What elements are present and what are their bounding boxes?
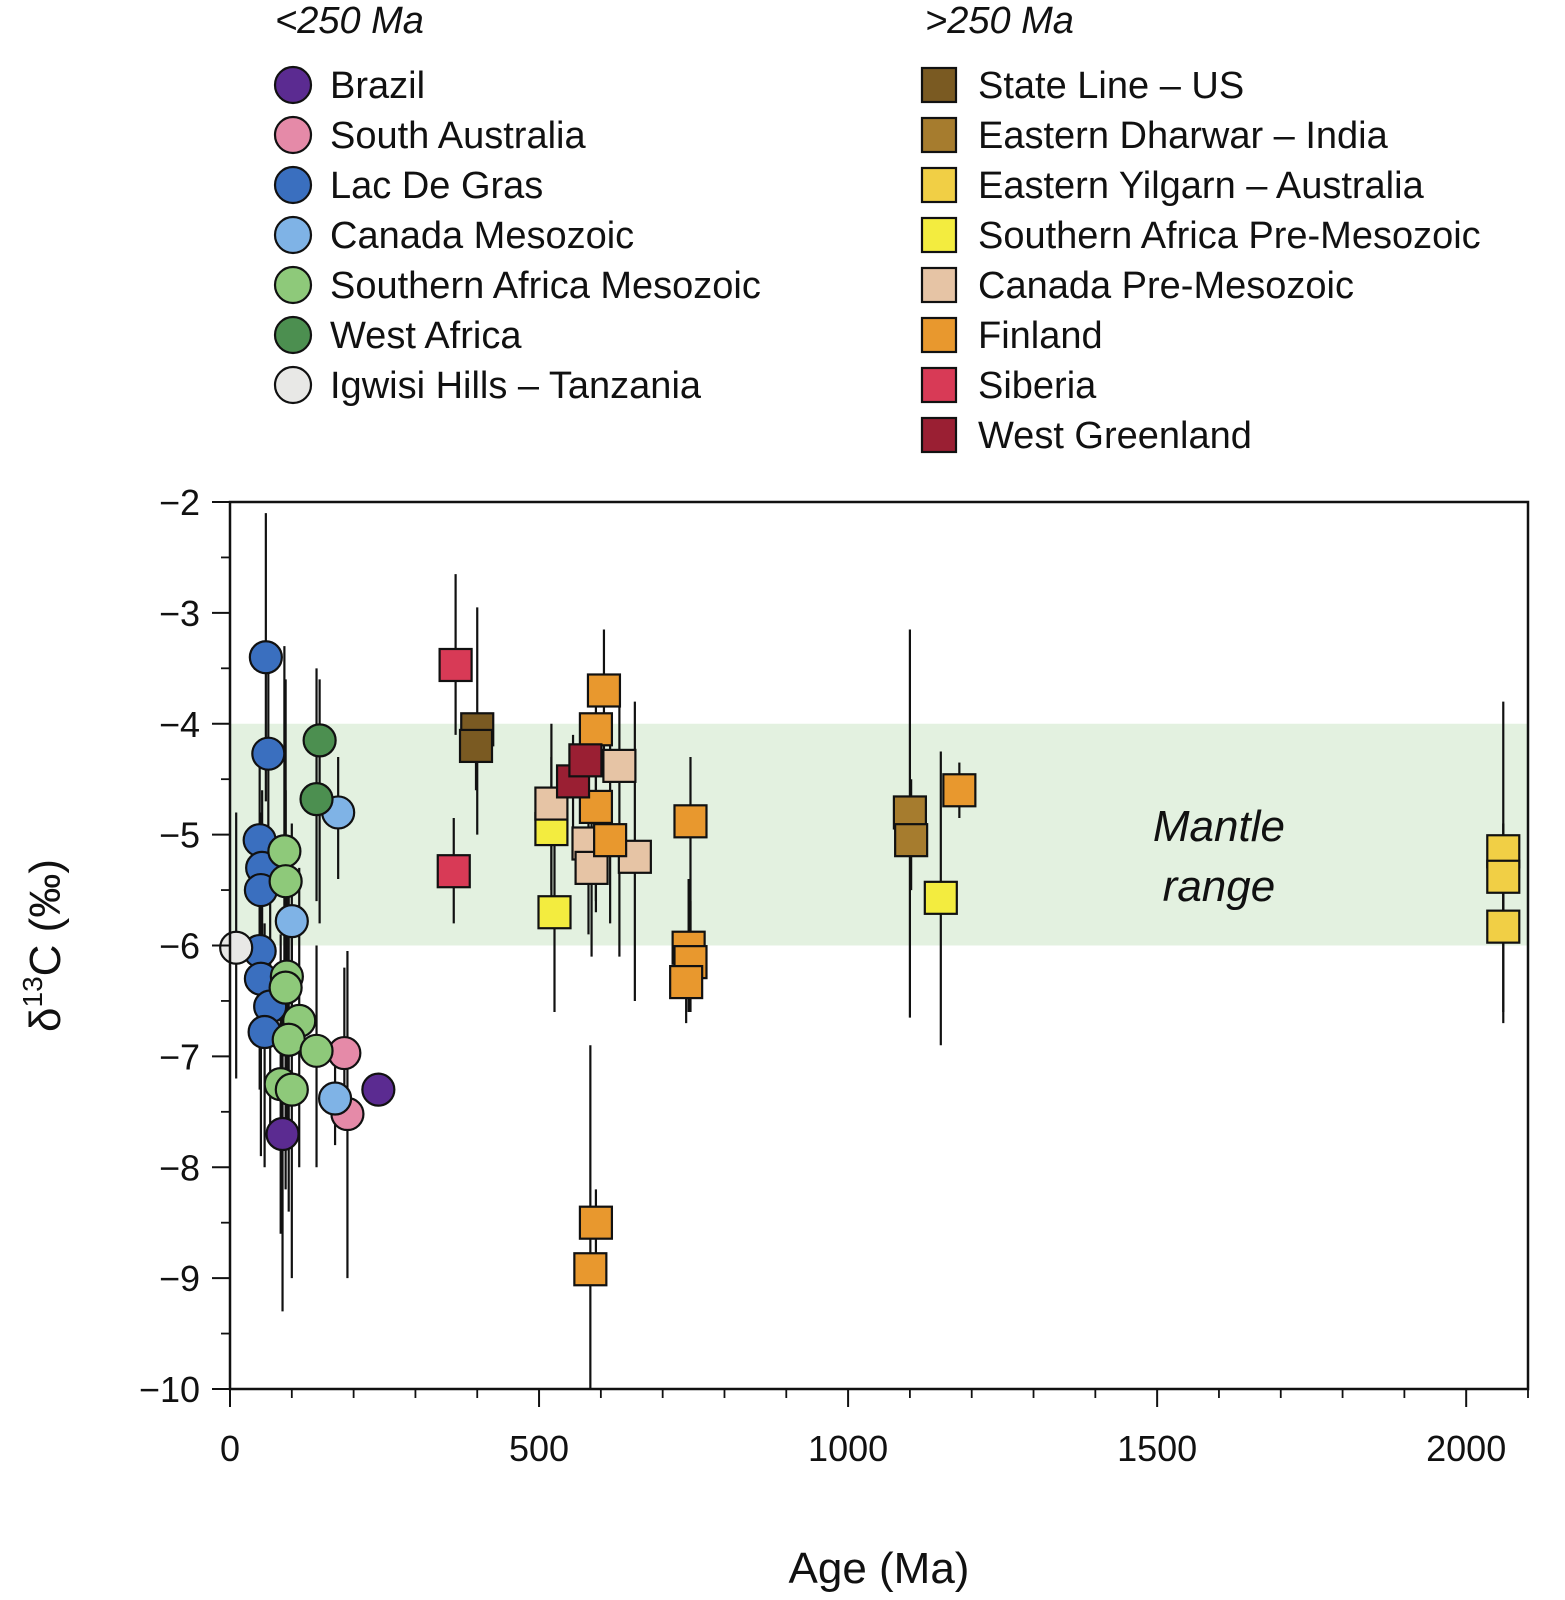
point-eastern-yilgarn-australia <box>1486 909 1521 944</box>
y-axis-label: δ13C (‰) <box>17 859 70 1032</box>
legend-marker-south-australia <box>273 115 313 155</box>
y-axis-label-rest: C (‰) <box>21 859 70 976</box>
data-markers <box>219 640 1521 1287</box>
legend-label-igwisi-hills-tanzania: Igwisi Hills – Tanzania <box>330 365 702 407</box>
x-axis-ticks: 0 500 1000 1500 2000 <box>220 1389 1529 1469</box>
legend-label-southern-africa-mesozoic: Southern Africa Mesozoic <box>330 265 761 307</box>
y-tick-label: −8 <box>159 1147 200 1188</box>
point-finland <box>669 964 704 1000</box>
point-finland <box>593 823 628 858</box>
legend-marker-igwisi-hills-tanzania <box>273 365 313 405</box>
legend-marker-eastern-dharwar-india <box>920 116 958 154</box>
mantle-label-line2: range <box>1163 862 1276 911</box>
point-eastern-dharwar-india <box>894 823 929 858</box>
point-southern-africa-mesozoic <box>268 970 303 1005</box>
legend: <250 Ma >250 Ma Brazil South Australia Lac… <box>273 0 1481 457</box>
point-brazil <box>361 1072 396 1107</box>
legend-items: Brazil South Australia Lac De Gras Canada M… <box>273 65 1481 457</box>
point-west-africa <box>299 782 334 817</box>
x-tick-label: 2000 <box>1426 1428 1506 1469</box>
legend-label-siberia: Siberia <box>978 365 1097 407</box>
point-southern-africa-mesozoic <box>274 1072 309 1107</box>
legend-marker-canada-pre-mesozoic <box>920 266 958 304</box>
point-southern-africa-pre-mesozoic <box>537 895 572 930</box>
legend-label-eastern-yilgarn-australia: Eastern Yilgarn – Australia <box>978 165 1425 207</box>
point-finland <box>578 1205 614 1240</box>
legend-marker-eastern-yilgarn-australia <box>920 166 958 204</box>
y-axis-label-superscript: 13 <box>17 976 48 1007</box>
y-tick-label: −6 <box>159 926 200 967</box>
point-igwisi-hills-tanzania <box>219 930 254 965</box>
point-siberia <box>438 647 473 683</box>
legend-marker-lac-de-gras <box>273 165 313 205</box>
point-finland <box>673 804 708 839</box>
point-west-greenland <box>568 743 603 778</box>
legend-marker-finland <box>920 316 958 354</box>
legend-marker-southern-africa-pre-mesozoic <box>920 216 958 254</box>
point-lac-de-gras <box>251 736 286 771</box>
error-bars <box>235 513 1505 1389</box>
legend-label-south-australia: South Australia <box>330 115 586 157</box>
point-finland <box>578 712 614 747</box>
y-tick-label: −2 <box>159 482 200 523</box>
y-tick-label: −10 <box>139 1369 200 1410</box>
point-southern-africa-pre-mesozoic <box>923 880 958 915</box>
point-finland <box>942 773 977 808</box>
point-siberia <box>436 854 471 889</box>
point-finland <box>586 673 622 708</box>
y-tick-label: −4 <box>159 704 200 745</box>
y-tick-label: −9 <box>159 1258 200 1299</box>
point-finland <box>573 1252 608 1287</box>
x-tick-label: 1500 <box>1117 1428 1197 1469</box>
point-southern-africa-mesozoic <box>299 1033 334 1068</box>
legend-marker-west-africa <box>273 315 313 355</box>
legend-label-state-line-us: State Line – US <box>978 65 1244 107</box>
legend-marker-state-line-us <box>920 66 958 104</box>
point-southern-africa-mesozoic <box>268 864 303 899</box>
legend-title-under-250: <250 Ma <box>275 0 424 42</box>
mantle-label-line1: Mantle <box>1153 802 1285 851</box>
y-axis-ticks: −2 −3 −4 −5 −6 −7 −8 −9 −10 <box>139 482 230 1410</box>
point-canada-mesozoic <box>317 1081 353 1116</box>
point-southern-africa-mesozoic <box>267 834 302 869</box>
point-brazil <box>265 1116 300 1152</box>
legend-marker-west-greenland <box>920 416 958 454</box>
x-tick-label: 0 <box>220 1428 240 1469</box>
legend-label-canada-pre-mesozoic: Canada Pre-Mesozoic <box>978 265 1354 307</box>
point-eastern-yilgarn-australia <box>1486 859 1521 894</box>
x-axis-label: Age (Ma) <box>789 1544 970 1593</box>
mantle-range-band <box>230 723 1528 946</box>
legend-label-brazil: Brazil <box>330 65 425 107</box>
legend-label-eastern-dharwar-india: Eastern Dharwar – India <box>978 115 1389 157</box>
legend-marker-siberia <box>920 366 958 404</box>
y-tick-label: −3 <box>159 593 200 634</box>
y-axis-label-delta: δ <box>21 1007 70 1032</box>
point-lac-de-gras <box>248 640 283 675</box>
legend-label-canada-mesozoic: Canada Mesozoic <box>330 215 634 257</box>
point-canada-pre-mesozoic <box>602 748 637 783</box>
legend-marker-canada-mesozoic <box>273 215 313 255</box>
legend-marker-brazil <box>273 65 313 105</box>
point-canada-mesozoic <box>274 904 309 939</box>
legend-label-southern-africa-pre-mesozoic: Southern Africa Pre-Mesozoic <box>978 215 1481 257</box>
y-tick-label: −7 <box>159 1036 200 1077</box>
y-tick-label: −5 <box>159 815 200 856</box>
plot-area: 0 500 1000 1500 2000 −2 −3 −4 −5 −6 −7 −8 −9 −10 Man… <box>139 482 1530 1469</box>
point-west-africa <box>302 723 337 758</box>
x-tick-label: 1000 <box>808 1428 888 1469</box>
legend-label-west-greenland: West Greenland <box>978 415 1252 457</box>
x-tick-label: 500 <box>509 1428 569 1469</box>
legend-label-finland: Finland <box>978 315 1103 357</box>
point-state-line-us <box>458 728 494 764</box>
legend-marker-southern-africa-mesozoic <box>273 265 313 305</box>
legend-title-over-250: >250 Ma <box>925 0 1074 42</box>
legend-label-west-africa: West Africa <box>330 315 522 357</box>
legend-label-lac-de-gras: Lac De Gras <box>330 165 543 207</box>
